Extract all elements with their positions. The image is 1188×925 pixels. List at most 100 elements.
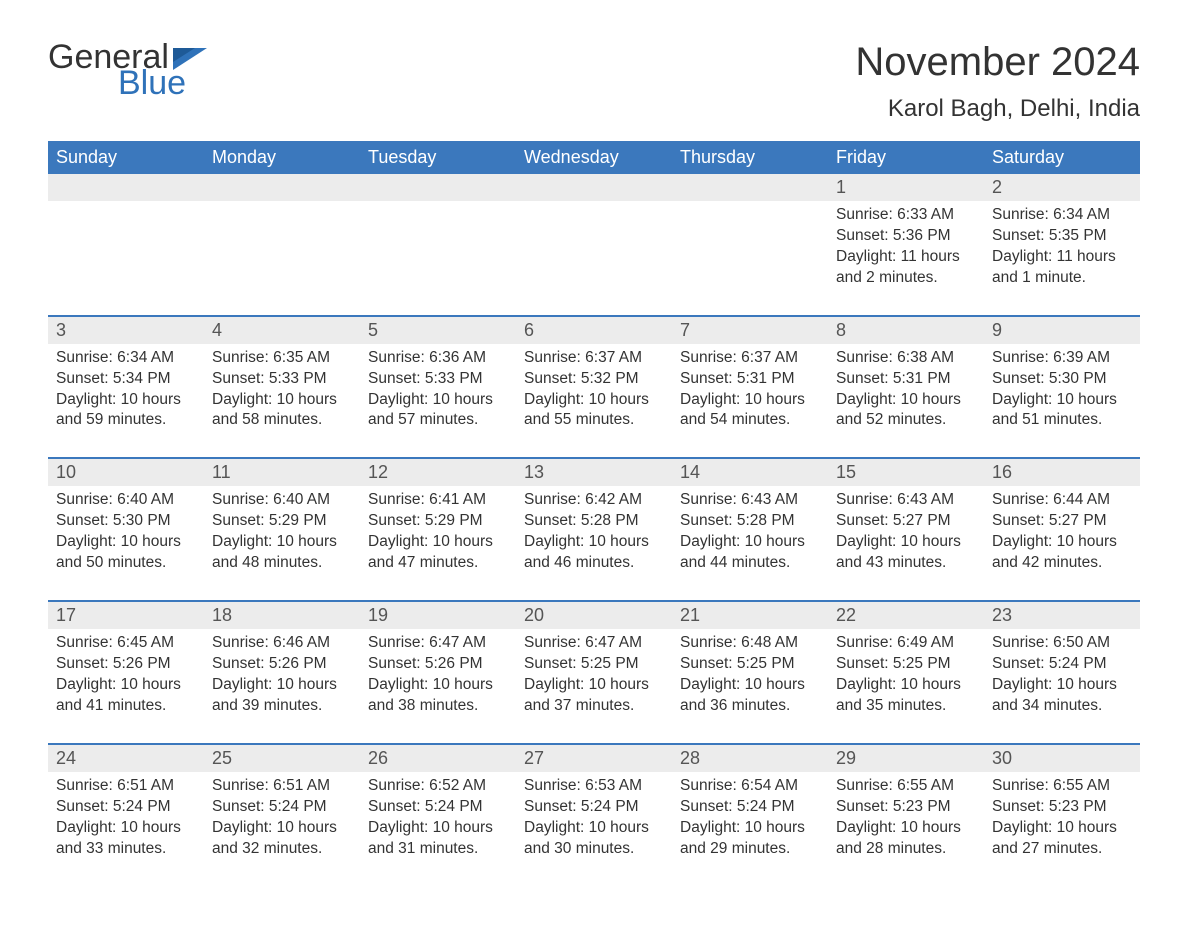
day-number: 5 [360, 317, 516, 344]
daylight-line: Daylight: 10 hours and 35 minutes. [836, 675, 976, 717]
day-details: Sunrise: 6:40 AMSunset: 5:30 PMDaylight:… [48, 486, 204, 574]
sunrise-line: Sunrise: 6:43 AM [680, 490, 820, 511]
title-block: November 2024 Karol Bagh, Delhi, India [855, 40, 1140, 123]
sunset-line: Sunset: 5:29 PM [368, 511, 508, 532]
flag-icon [173, 48, 207, 70]
day-details: Sunrise: 6:43 AMSunset: 5:28 PMDaylight:… [672, 486, 828, 574]
day-number: 25 [204, 745, 360, 772]
daylight-line: Daylight: 10 hours and 54 minutes. [680, 390, 820, 432]
calendar-day: 13Sunrise: 6:42 AMSunset: 5:28 PMDayligh… [516, 458, 672, 601]
calendar-day: 5Sunrise: 6:36 AMSunset: 5:33 PMDaylight… [360, 316, 516, 459]
day-number: 18 [204, 602, 360, 629]
calendar-day: 14Sunrise: 6:43 AMSunset: 5:28 PMDayligh… [672, 458, 828, 601]
calendar-day: 16Sunrise: 6:44 AMSunset: 5:27 PMDayligh… [984, 458, 1140, 601]
sunrise-line: Sunrise: 6:44 AM [992, 490, 1132, 511]
calendar-day: 12Sunrise: 6:41 AMSunset: 5:29 PMDayligh… [360, 458, 516, 601]
day-number-empty [48, 174, 204, 201]
daylight-line: Daylight: 10 hours and 36 minutes. [680, 675, 820, 717]
day-number: 14 [672, 459, 828, 486]
sunrise-line: Sunrise: 6:54 AM [680, 776, 820, 797]
day-details: Sunrise: 6:51 AMSunset: 5:24 PMDaylight:… [48, 772, 204, 860]
day-header: Saturday [984, 141, 1140, 174]
calendar-week: 10Sunrise: 6:40 AMSunset: 5:30 PMDayligh… [48, 458, 1140, 601]
sunset-line: Sunset: 5:34 PM [56, 369, 196, 390]
calendar-day: 30Sunrise: 6:55 AMSunset: 5:23 PMDayligh… [984, 744, 1140, 886]
sunrise-line: Sunrise: 6:51 AM [56, 776, 196, 797]
calendar-day-empty [672, 174, 828, 316]
sunset-line: Sunset: 5:33 PM [368, 369, 508, 390]
day-number: 16 [984, 459, 1140, 486]
sunrise-line: Sunrise: 6:37 AM [680, 348, 820, 369]
calendar-day: 2Sunrise: 6:34 AMSunset: 5:35 PMDaylight… [984, 174, 1140, 316]
sunset-line: Sunset: 5:25 PM [680, 654, 820, 675]
calendar-day: 8Sunrise: 6:38 AMSunset: 5:31 PMDaylight… [828, 316, 984, 459]
month-title: November 2024 [855, 40, 1140, 85]
sunrise-line: Sunrise: 6:41 AM [368, 490, 508, 511]
calendar-day: 22Sunrise: 6:49 AMSunset: 5:25 PMDayligh… [828, 601, 984, 744]
calendar-day-empty [48, 174, 204, 316]
day-details: Sunrise: 6:46 AMSunset: 5:26 PMDaylight:… [204, 629, 360, 717]
day-details: Sunrise: 6:37 AMSunset: 5:31 PMDaylight:… [672, 344, 828, 432]
calendar-day: 19Sunrise: 6:47 AMSunset: 5:26 PMDayligh… [360, 601, 516, 744]
day-number: 30 [984, 745, 1140, 772]
day-details: Sunrise: 6:37 AMSunset: 5:32 PMDaylight:… [516, 344, 672, 432]
day-number: 6 [516, 317, 672, 344]
daylight-line: Daylight: 10 hours and 58 minutes. [212, 390, 352, 432]
calendar-day: 4Sunrise: 6:35 AMSunset: 5:33 PMDaylight… [204, 316, 360, 459]
calendar-day: 18Sunrise: 6:46 AMSunset: 5:26 PMDayligh… [204, 601, 360, 744]
day-number: 4 [204, 317, 360, 344]
daylight-line: Daylight: 10 hours and 55 minutes. [524, 390, 664, 432]
calendar-day: 28Sunrise: 6:54 AMSunset: 5:24 PMDayligh… [672, 744, 828, 886]
logo: General Blue [48, 40, 207, 100]
sunset-line: Sunset: 5:26 PM [56, 654, 196, 675]
day-number: 21 [672, 602, 828, 629]
sunset-line: Sunset: 5:23 PM [836, 797, 976, 818]
calendar-day: 15Sunrise: 6:43 AMSunset: 5:27 PMDayligh… [828, 458, 984, 601]
sunset-line: Sunset: 5:26 PM [212, 654, 352, 675]
calendar-day: 17Sunrise: 6:45 AMSunset: 5:26 PMDayligh… [48, 601, 204, 744]
day-details: Sunrise: 6:50 AMSunset: 5:24 PMDaylight:… [984, 629, 1140, 717]
sunrise-line: Sunrise: 6:46 AM [212, 633, 352, 654]
day-details: Sunrise: 6:47 AMSunset: 5:26 PMDaylight:… [360, 629, 516, 717]
daylight-line: Daylight: 10 hours and 37 minutes. [524, 675, 664, 717]
calendar-day: 21 Sunrise: 6:48 AMSunset: 5:25 PMDayligh… [672, 601, 828, 744]
day-details: Sunrise: 6:33 AMSunset: 5:36 PMDaylight:… [828, 201, 984, 289]
calendar-day-empty [360, 174, 516, 316]
daylight-line: Daylight: 10 hours and 33 minutes. [56, 818, 196, 860]
daylight-line: Daylight: 10 hours and 44 minutes. [680, 532, 820, 574]
daylight-line: Daylight: 10 hours and 43 minutes. [836, 532, 976, 574]
day-number-empty [204, 174, 360, 201]
daylight-line: Daylight: 10 hours and 34 minutes. [992, 675, 1132, 717]
day-number: 12 [360, 459, 516, 486]
calendar-table: SundayMondayTuesdayWednesdayThursdayFrid… [48, 141, 1140, 885]
header: General Blue November 2024 Karol Bagh, D… [48, 40, 1140, 123]
day-header: Sunday [48, 141, 204, 174]
sunrise-line: Sunrise: 6:39 AM [992, 348, 1132, 369]
day-number: 2 [984, 174, 1140, 201]
sunrise-line: Sunrise: 6:47 AM [524, 633, 664, 654]
day-details: Sunrise: 6:38 AMSunset: 5:31 PMDaylight:… [828, 344, 984, 432]
sunset-line: Sunset: 5:33 PM [212, 369, 352, 390]
daylight-line: Daylight: 10 hours and 29 minutes. [680, 818, 820, 860]
day-details: Sunrise: 6:49 AMSunset: 5:25 PMDaylight:… [828, 629, 984, 717]
sunset-line: Sunset: 5:27 PM [992, 511, 1132, 532]
day-number-empty [360, 174, 516, 201]
daylight-line: Daylight: 10 hours and 48 minutes. [212, 532, 352, 574]
calendar-day: 24Sunrise: 6:51 AMSunset: 5:24 PMDayligh… [48, 744, 204, 886]
logo-text-blue: Blue [118, 66, 207, 100]
daylight-line: Daylight: 11 hours and 1 minute. [992, 247, 1132, 289]
sunrise-line: Sunrise: 6:52 AM [368, 776, 508, 797]
day-number-empty [516, 174, 672, 201]
sunset-line: Sunset: 5:28 PM [524, 511, 664, 532]
sunset-line: Sunset: 5:27 PM [836, 511, 976, 532]
sunset-line: Sunset: 5:35 PM [992, 226, 1132, 247]
sunset-line: Sunset: 5:24 PM [56, 797, 196, 818]
sunrise-line: Sunrise: 6:48 AM [680, 633, 820, 654]
calendar-week: 17Sunrise: 6:45 AMSunset: 5:26 PMDayligh… [48, 601, 1140, 744]
sunset-line: Sunset: 5:23 PM [992, 797, 1132, 818]
calendar-body: 1Sunrise: 6:33 AMSunset: 5:36 PMDaylight… [48, 174, 1140, 885]
day-number: 3 [48, 317, 204, 344]
calendar-day: 7Sunrise: 6:37 AMSunset: 5:31 PMDaylight… [672, 316, 828, 459]
day-details: Sunrise: 6:47 AMSunset: 5:25 PMDaylight:… [516, 629, 672, 717]
sunset-line: Sunset: 5:29 PM [212, 511, 352, 532]
